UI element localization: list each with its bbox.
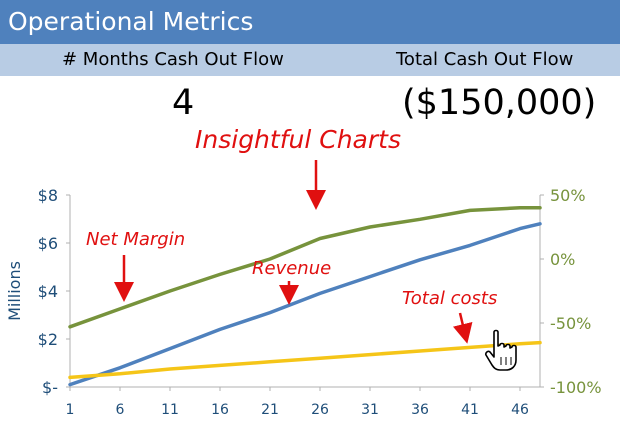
total-costs-arrow: [452, 312, 473, 344]
metrics-header: # Months Cash Out Flow Total Cash Out Fl…: [0, 44, 620, 76]
months-cash-out-label: # Months Cash Out Flow: [62, 49, 284, 70]
x-tick-label: 21: [261, 402, 279, 418]
x-tick-label: 26: [311, 402, 329, 418]
months-cash-out-value: 4: [172, 83, 195, 123]
left-tick-label: $2: [38, 330, 58, 349]
x-tick-label: 6: [116, 402, 125, 418]
total-costs-annotation: Total costs: [402, 288, 497, 309]
x-tick-label: 46: [511, 402, 529, 418]
revenue-line: [68, 222, 542, 387]
total-costs-line: [68, 340, 542, 380]
net-margin-line: [68, 206, 542, 329]
insightful-charts-annotation: Insightful Charts: [195, 125, 401, 154]
hand-pointer-icon: [485, 329, 517, 371]
total-cash-out-label: Total Cash Out Flow: [396, 49, 574, 70]
right-tick-label: -50%: [550, 314, 591, 333]
x-tick-label: 41: [461, 402, 479, 418]
left-tick-label: $4: [38, 282, 58, 301]
x-tick-label: 11: [161, 402, 179, 418]
right-tick-label: -100%: [550, 378, 602, 397]
revenue-annotation: Revenue: [252, 258, 331, 279]
left-tick-label: $-: [42, 378, 58, 397]
right-tick-label: 50%: [550, 186, 586, 205]
x-tick-label: 36: [411, 402, 429, 418]
left-axis-title: Millions: [5, 261, 24, 321]
x-tick-label: 16: [211, 402, 229, 418]
left-tick-label: $6: [38, 234, 58, 253]
total-cash-out-value: ($150,000): [402, 83, 597, 123]
x-tick-label: 31: [361, 402, 379, 418]
page-title: Operational Metrics: [0, 0, 620, 44]
x-tick-label: 1: [66, 402, 75, 418]
left-tick-label: $8: [38, 186, 58, 205]
right-tick-label: 0%: [550, 250, 575, 269]
net-margin-annotation: Net Margin: [86, 229, 185, 250]
